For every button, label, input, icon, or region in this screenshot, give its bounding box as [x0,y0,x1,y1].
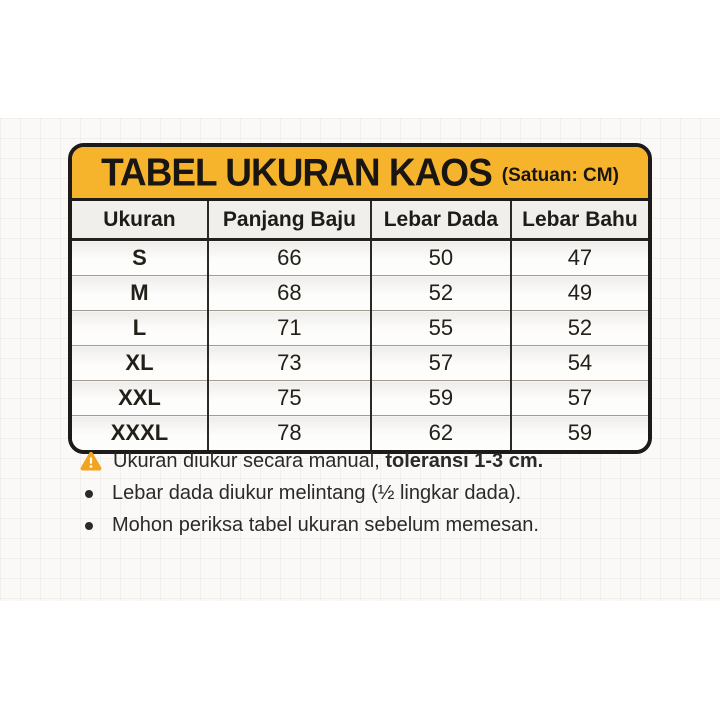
bahu-value: 49 [510,275,648,311]
table-row: XXL 75 59 57 [72,380,648,416]
size-label: XL [72,345,209,381]
note-item: Lebar dada diukur melintang (½ lingkar d… [80,482,650,504]
bullet-icon [85,522,93,530]
note-item: Mohon periksa tabel ukuran sebelum memes… [80,514,650,536]
note-text: Lebar dada diukur melintang (½ lingkar d… [112,482,522,504]
size-chart-card: TABEL UKURAN KAOS (Satuan: CM) Ukuran Pa… [68,143,652,454]
size-chart-unit-note: (Satuan: CM) [501,165,619,186]
size-label: M [72,275,209,311]
table-row: S 66 50 47 [72,239,648,276]
bahu-value: 57 [510,380,648,416]
dada-value: 55 [370,310,512,346]
bahu-value: 54 [510,345,648,381]
table-row: M 68 52 49 [72,275,648,311]
warning-note: Ukuran diukur secara manual, toleransi 1… [80,450,650,472]
panjang-value: 73 [207,345,372,381]
table-row: XL 73 57 54 [72,345,648,381]
size-label: S [72,239,209,276]
column-header-panjang-baju: Panjang Baju [207,201,372,241]
warning-icon [80,451,102,471]
panjang-value: 75 [207,380,372,416]
column-header-lebar-dada: Lebar Dada [370,201,512,241]
column-header-ukuran: Ukuran [72,201,209,241]
warning-text: Ukuran diukur secara manual, toleransi 1… [113,450,544,472]
size-table: Ukuran Panjang Baju Lebar Dada Lebar Bah… [72,201,648,450]
panjang-value: 66 [207,239,372,276]
size-label: L [72,310,209,346]
note-text: Mohon periksa tabel ukuran sebelum memes… [112,514,539,536]
dada-value: 59 [370,380,512,416]
bahu-value: 52 [510,310,648,346]
table-row: XXXL 78 62 59 [72,415,648,450]
size-chart-title: TABEL UKURAN KAOS [101,150,493,194]
column-header-lebar-bahu: Lebar Bahu [510,201,648,241]
bahu-value: 59 [510,415,648,450]
dada-value: 50 [370,239,512,276]
size-table-header-row: Ukuran Panjang Baju Lebar Dada Lebar Bah… [72,201,648,241]
dada-value: 52 [370,275,512,311]
notes-section: Ukuran diukur secara manual, toleransi 1… [80,450,650,546]
size-label: XXL [72,380,209,416]
size-label: XXXL [72,415,209,450]
panjang-value: 78 [207,415,372,450]
table-row: L 71 55 52 [72,310,648,346]
warning-text-bold: toleransi 1-3 cm. [385,450,544,472]
dada-value: 62 [370,415,512,450]
bullet-icon [85,490,93,498]
grid-background: TABEL UKURAN KAOS (Satuan: CM) Ukuran Pa… [0,118,720,601]
size-chart-title-band: TABEL UKURAN KAOS (Satuan: CM) [72,147,648,201]
panjang-value: 71 [207,310,372,346]
panjang-value: 68 [207,275,372,311]
dada-value: 57 [370,345,512,381]
bahu-value: 47 [510,239,648,276]
